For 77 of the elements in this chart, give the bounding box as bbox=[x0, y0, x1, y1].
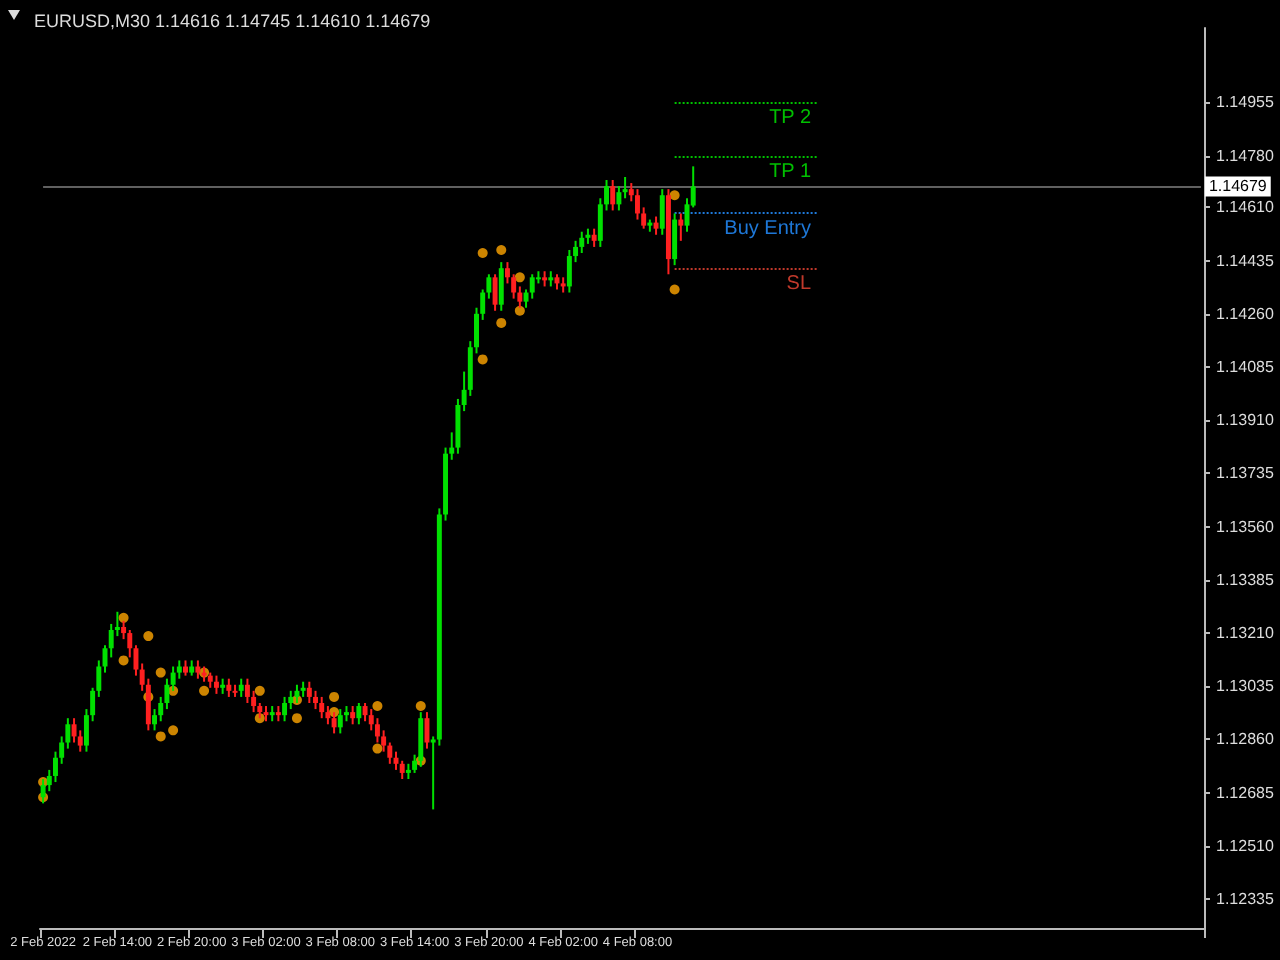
point bbox=[168, 725, 179, 736]
point bbox=[669, 284, 680, 295]
candlestick bbox=[325, 705, 331, 726]
point bbox=[155, 667, 166, 678]
candlestick bbox=[213, 674, 219, 695]
point bbox=[514, 305, 525, 316]
y-tick-label: 1.12335 bbox=[1216, 890, 1275, 909]
y-tick-label: 1.12510 bbox=[1216, 836, 1275, 855]
candlestick bbox=[498, 261, 504, 312]
y-tick-label: 1.13035 bbox=[1216, 677, 1275, 696]
y-tick-label: 1.14435 bbox=[1216, 251, 1275, 270]
y-tick-label: 1.13560 bbox=[1216, 517, 1275, 536]
candlestick bbox=[653, 215, 659, 236]
candlestick bbox=[71, 717, 77, 744]
y-tick-label: 1.14780 bbox=[1216, 146, 1275, 165]
point bbox=[415, 701, 426, 712]
candlestick bbox=[678, 212, 684, 242]
y-tick-label: 1.12860 bbox=[1216, 730, 1275, 749]
point bbox=[143, 631, 154, 642]
candlestick bbox=[566, 248, 572, 294]
point bbox=[477, 248, 488, 258]
point bbox=[372, 743, 383, 754]
candlestick bbox=[659, 188, 665, 236]
candlestick bbox=[356, 702, 362, 726]
candlestick bbox=[337, 708, 343, 735]
point bbox=[199, 685, 210, 696]
ref-line-label: SL bbox=[786, 273, 812, 296]
ref-line-label: TP 1 bbox=[769, 160, 812, 183]
candlestick bbox=[616, 185, 622, 212]
chart-title: EURUSD,M30 1.14616 1.14745 1.14610 1.14679 bbox=[34, 11, 431, 31]
ref-line-label: 1.14679 bbox=[1208, 177, 1268, 196]
y-tick-label: 1.13735 bbox=[1216, 464, 1275, 483]
point bbox=[118, 612, 129, 623]
candlestick bbox=[362, 702, 368, 723]
candlestick bbox=[319, 695, 325, 720]
ref-line-label: TP 2 bbox=[769, 107, 812, 130]
candlestick bbox=[40, 778, 46, 805]
point bbox=[118, 655, 129, 666]
candlestick bbox=[672, 212, 678, 267]
point bbox=[291, 713, 302, 724]
candlestick bbox=[529, 273, 535, 300]
y-tick-label: 1.14610 bbox=[1216, 198, 1275, 217]
y-tick-label: 1.14085 bbox=[1216, 358, 1275, 377]
y-tick-label: 1.12685 bbox=[1216, 783, 1275, 802]
ref-line-label: Buy Entry bbox=[724, 218, 812, 241]
point bbox=[496, 244, 507, 255]
y-tick-label: 1.13385 bbox=[1216, 570, 1275, 589]
point bbox=[254, 685, 265, 696]
point bbox=[669, 190, 680, 201]
point bbox=[372, 701, 383, 712]
candlestick bbox=[331, 711, 337, 735]
point bbox=[477, 354, 488, 365]
y-tick-label: 1.14955 bbox=[1216, 93, 1275, 112]
candlestick bbox=[350, 705, 356, 726]
candlestick bbox=[399, 759, 405, 781]
y-tick-label: 1.13210 bbox=[1216, 624, 1275, 643]
point bbox=[496, 317, 507, 328]
candlestick bbox=[195, 659, 201, 680]
candlestick bbox=[294, 683, 300, 704]
point bbox=[155, 731, 166, 742]
candlestick bbox=[374, 717, 380, 744]
candlestick bbox=[579, 230, 585, 254]
candlestick bbox=[610, 179, 616, 212]
y-tick-label: 1.13910 bbox=[1216, 411, 1275, 430]
candlestick bbox=[591, 227, 597, 248]
candlestick bbox=[424, 711, 430, 750]
point bbox=[329, 691, 340, 702]
y-tick-label: 1.14260 bbox=[1216, 304, 1275, 323]
candlestick bbox=[313, 689, 318, 711]
candlestick bbox=[238, 677, 244, 698]
candlestick bbox=[492, 273, 498, 312]
candlestick bbox=[244, 677, 250, 704]
candlestick bbox=[226, 677, 232, 698]
candlestick bbox=[306, 680, 312, 704]
candlestick bbox=[635, 188, 640, 221]
candlestick bbox=[282, 695, 288, 723]
point bbox=[514, 272, 525, 283]
